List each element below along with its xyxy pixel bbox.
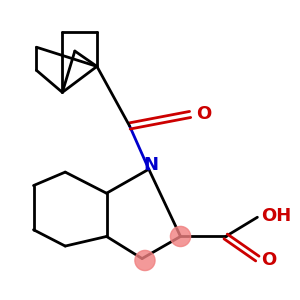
Circle shape [170, 226, 190, 247]
Text: N: N [143, 156, 158, 174]
Text: OH: OH [261, 207, 292, 225]
Text: O: O [261, 250, 277, 268]
Text: O: O [196, 106, 211, 124]
Circle shape [135, 250, 155, 271]
